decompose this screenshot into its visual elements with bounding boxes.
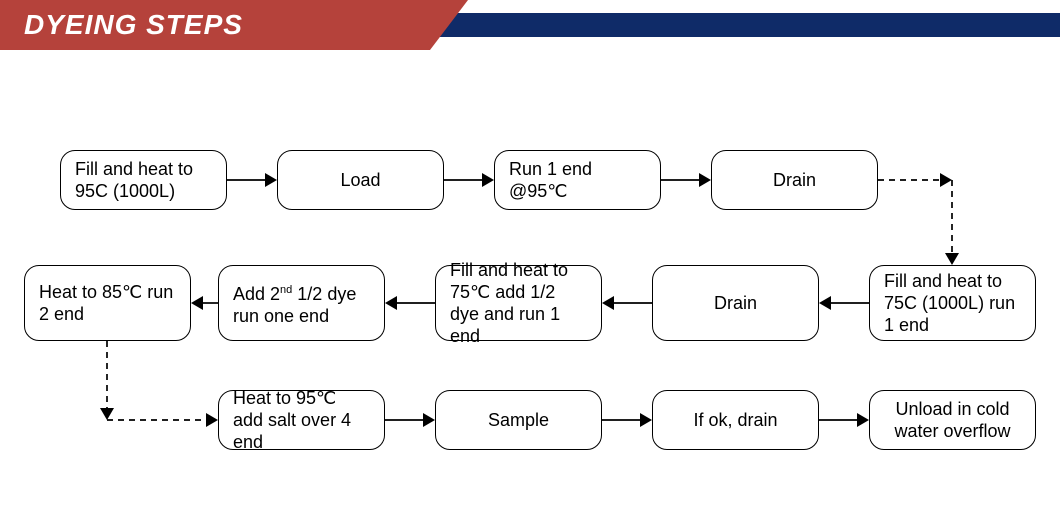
flow-edge-n5-n6 [819,293,869,313]
flow-node-label: Sample [488,409,549,431]
flow-node-n12: If ok, drain [652,390,819,450]
flow-node-n1: Fill and heat to 95C (1000L) [60,150,227,210]
flow-node-n5: Fill and heat to 75C (1000L) run 1 end [869,265,1036,341]
flow-edge-n4-n5 [878,170,968,275]
page: DYEING STEPS Fill and heat to 95C (1000L… [0,0,1060,518]
flow-node-label: Heat to 85℃ run 2 end [39,281,176,325]
flow-edge-n6-n7 [602,293,652,313]
flow-node-n13: Unload in cold water overflow [869,390,1036,450]
flow-node-n2: Load [277,150,444,210]
flow-node-n3: Run 1 end @95℃ [494,150,661,210]
flow-node-label: Run 1 end @95℃ [509,158,646,202]
flow-edge-n9-n10 [97,341,228,430]
flow-node-label: Heat to 95℃ add salt over 4 end [233,387,370,453]
flow-node-label: Add 2nd 1/2 dye run one end [233,279,370,327]
flow-edge-n2-n3 [444,170,494,190]
flow-node-n10: Heat to 95℃ add salt over 4 end [218,390,385,450]
flow-node-n6: Drain [652,265,819,341]
flow-edge-n10-n11 [385,410,435,430]
flow-node-label: Drain [773,169,816,191]
flow-node-label: Fill and heat to 95C (1000L) [75,158,212,202]
flow-node-label: Load [340,169,380,191]
flow-node-label: Fill and heat to 75C (1000L) run 1 end [884,270,1021,336]
header-title-block: DYEING STEPS [0,0,430,50]
flow-node-n4: Drain [711,150,878,210]
flow-node-label: Fill and heat to 75℃ add 1/2 dye and run… [450,259,587,347]
header-title: DYEING STEPS [24,9,243,41]
flowchart-stage: Fill and heat to 95C (1000L) Load Run 1 en… [0,100,1060,518]
flow-node-label: Drain [714,292,757,314]
flow-node-n8: Add 2nd 1/2 dye run one end [218,265,385,341]
flow-edge-n3-n4 [661,170,711,190]
flow-edge-n7-n8 [385,293,435,313]
flow-edge-n8-n9 [191,293,218,313]
flow-node-n11: Sample [435,390,602,450]
flow-node-n7: Fill and heat to 75℃ add 1/2 dye and run… [435,265,602,341]
flow-node-label: Unload in cold water overflow [884,398,1021,442]
flow-node-label: If ok, drain [693,409,777,431]
flow-edge-n1-n2 [227,170,277,190]
flow-edge-n12-n13 [819,410,869,430]
flow-edge-n11-n12 [602,410,652,430]
flow-node-n9: Heat to 85℃ run 2 end [24,265,191,341]
